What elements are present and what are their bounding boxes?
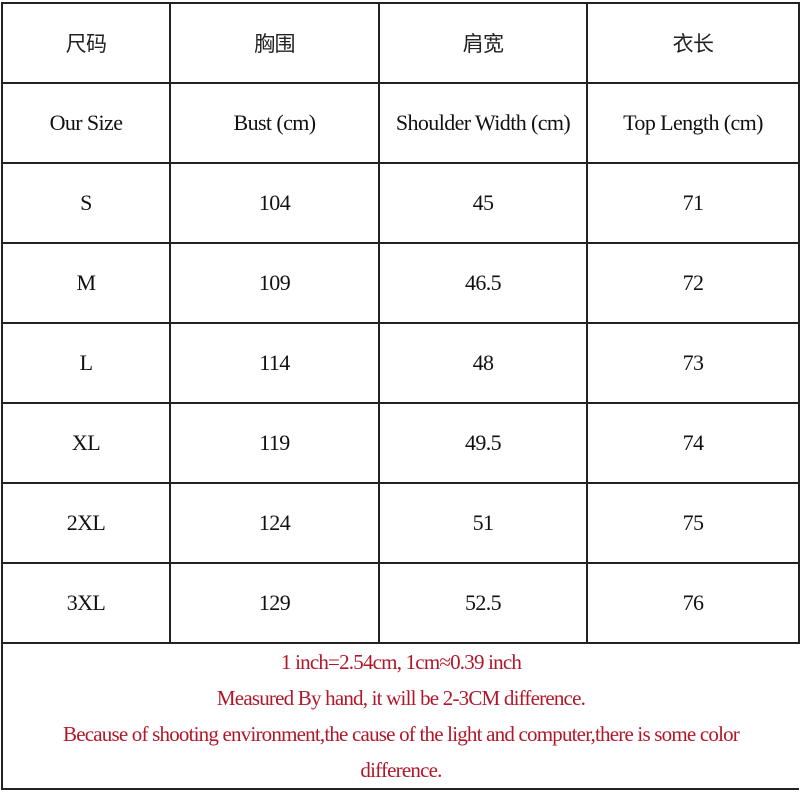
- notes-cell: 1 inch=2.54cm, 1cm≈0.39 inch Measured By…: [1, 642, 799, 790]
- table-cell: 72: [586, 242, 800, 324]
- table-row: M 109 46.5 72: [1, 242, 800, 324]
- header-cell: Shoulder Width (cm): [378, 82, 588, 164]
- table-cell: M: [1, 242, 171, 324]
- header-cell: 衣长: [586, 2, 800, 84]
- table-cell: XL: [1, 402, 171, 484]
- table-cell: 52.5: [378, 562, 588, 644]
- header-cell: Top Length (cm): [586, 82, 800, 164]
- table-cell: 2XL: [1, 482, 171, 564]
- table-cell: 75: [586, 482, 800, 564]
- table-cell: 114: [169, 322, 380, 404]
- header-row-chinese: 尺码 胸围 肩宽 衣长: [1, 2, 800, 84]
- table-cell: 104: [169, 162, 380, 244]
- table-cell: 129: [169, 562, 380, 644]
- table-cell: 124: [169, 482, 380, 564]
- table-cell: 109: [169, 242, 380, 324]
- table-cell: 49.5: [378, 402, 588, 484]
- table-row: XL 119 49.5 74: [1, 402, 800, 484]
- notes-row: 1 inch=2.54cm, 1cm≈0.39 inch Measured By…: [1, 642, 799, 790]
- table-cell: 3XL: [1, 562, 171, 644]
- note-measurement: Measured By hand, it will be 2-3CM diffe…: [216, 686, 586, 710]
- table-cell: 71: [586, 162, 800, 244]
- table-cell: 73: [586, 322, 800, 404]
- table-row: 3XL 129 52.5 76: [1, 562, 800, 644]
- table-cell: 76: [586, 562, 800, 644]
- table-cell: 45: [378, 162, 588, 244]
- note-color-cont: difference.: [360, 758, 442, 782]
- table-cell: L: [1, 322, 171, 404]
- table-cell: S: [1, 162, 171, 244]
- header-cell: Our Size: [1, 82, 171, 164]
- header-cell: Bust (cm): [169, 82, 380, 164]
- header-cell: 尺码: [1, 2, 171, 84]
- header-row-english: Our Size Bust (cm) Shoulder Width (cm) T…: [1, 82, 800, 164]
- table-cell: 51: [378, 482, 588, 564]
- table-cell: 46.5: [378, 242, 588, 324]
- header-cell: 胸围: [169, 2, 380, 84]
- note-color: Because of shooting environment,the caus…: [62, 722, 740, 746]
- header-cell: 肩宽: [378, 2, 588, 84]
- table-cell: 119: [169, 402, 380, 484]
- table-row: S 104 45 71: [1, 162, 800, 244]
- note-conversion: 1 inch=2.54cm, 1cm≈0.39 inch: [280, 650, 522, 674]
- table-cell: 74: [586, 402, 800, 484]
- table-cell: 48: [378, 322, 588, 404]
- table-row: 2XL 124 51 75: [1, 482, 800, 564]
- table-row: L 114 48 73: [1, 322, 800, 404]
